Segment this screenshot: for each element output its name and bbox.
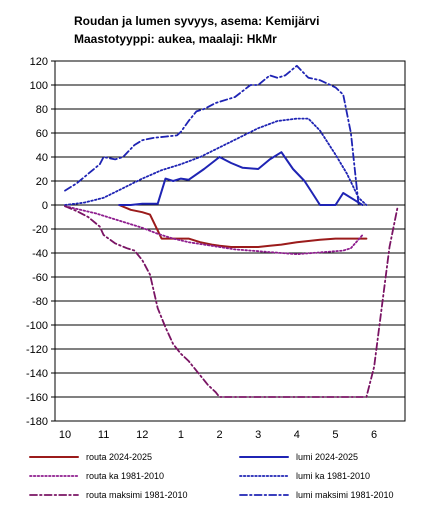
- y-tick-label: 0: [42, 200, 48, 212]
- y-tick-label: 100: [30, 80, 48, 92]
- series-line-6: [64, 64, 360, 206]
- legend-label-1: routa 2024-2025: [86, 452, 152, 462]
- chart-title: Roudan ja lumen syvyys, asema: Kemijärvi: [74, 14, 320, 28]
- grid-lines: [55, 60, 405, 422]
- y-tick-label: 20: [36, 176, 48, 188]
- y-tick-label: 120: [30, 56, 48, 68]
- y-tick-label: -100: [26, 320, 48, 332]
- x-tick-label: 10: [59, 429, 71, 441]
- x-tick-label: 3: [255, 429, 261, 441]
- legend-label-2: lumi 2024-2025: [296, 452, 358, 462]
- x-tick-label: 6: [371, 429, 377, 441]
- legend-label-4: lumi ka 1981-2010: [296, 471, 370, 481]
- y-tick-label: -120: [26, 344, 48, 356]
- legend-label-6: lumi maksimi 1981-2010: [296, 490, 394, 500]
- y-tick-label: -180: [26, 416, 48, 428]
- series-line-1: [118, 204, 368, 248]
- y-tick-label: -40: [32, 248, 48, 260]
- y-tick-label: 40: [36, 152, 48, 164]
- series-line-2: [118, 151, 364, 206]
- x-tick-label: 11: [98, 429, 109, 441]
- chart-title-block: Roudan ja lumen syvyys, asema: Kemijärvi…: [74, 12, 319, 48]
- series-line-5: [64, 205, 399, 398]
- y-tick-label: -160: [26, 392, 48, 404]
- x-tick-label: 4: [294, 429, 300, 441]
- chart-subtitle: Maastotyyppi: aukea, maalaji: HkMr: [74, 32, 277, 46]
- x-tick-label: 12: [136, 429, 148, 441]
- plot-frame: [54, 60, 406, 422]
- x-tick-label: 2: [216, 429, 222, 441]
- legend-label-5: routa maksimi 1981-2010: [86, 490, 188, 500]
- y-tick-label: -60: [32, 272, 48, 284]
- legend: routa 2024-2025 lumi 2024-2025 routa ka 19…: [29, 452, 394, 500]
- series-line-4: [64, 117, 368, 206]
- y-tick-label: 80: [36, 104, 48, 116]
- y-tick-label: -20: [32, 224, 48, 236]
- y-tick-label: -140: [26, 368, 48, 380]
- x-tick-label: 5: [332, 429, 338, 441]
- series-lines: [64, 64, 399, 398]
- axes: 120 100 80 60 40 20 0 -20 -40 -60 -80 -100 -120 -140 -…: [26, 56, 406, 441]
- y-tick-label: 60: [36, 128, 48, 140]
- x-tick-label: 1: [178, 429, 184, 441]
- series-line-3: [64, 205, 364, 256]
- y-tick-label: -80: [32, 296, 48, 308]
- legend-label-3: routa ka 1981-2010: [86, 471, 164, 481]
